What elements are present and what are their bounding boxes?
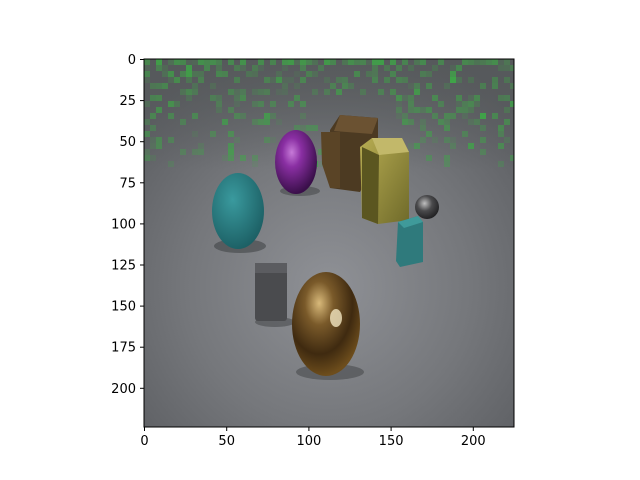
purple-metal-sphere [275,130,317,194]
scene-image [144,59,514,427]
x-tick-label: 200 [461,434,486,449]
y-tick-label: 25 [119,94,136,109]
axes-frame [143,58,515,428]
y-tick-label: 200 [111,382,136,397]
y-tick-label: 50 [119,135,136,150]
x-tick-label: 50 [218,434,235,449]
yellow-cube [360,138,409,224]
y-tick-label: 175 [111,341,136,356]
green-noise-texture [144,59,514,167]
gold-metal-sphere [292,272,360,376]
y-tick-label: 125 [111,259,136,274]
x-tick-label: 100 [296,434,321,449]
grey-cube [255,263,287,321]
y-tick-label: 0 [128,53,136,68]
x-axis: 0 50 100 150 200 [140,427,486,449]
x-tick-label: 0 [140,434,148,449]
y-axis: 0 25 50 75 100 125 150 175 200 [111,53,144,397]
teal-sphere [212,173,264,249]
grey-metal-sphere [415,195,439,219]
y-tick-label: 75 [119,176,136,191]
x-tick-label: 150 [379,434,404,449]
teal-cube [396,216,423,267]
y-tick-label: 100 [111,217,136,232]
y-tick-label: 150 [111,300,136,315]
